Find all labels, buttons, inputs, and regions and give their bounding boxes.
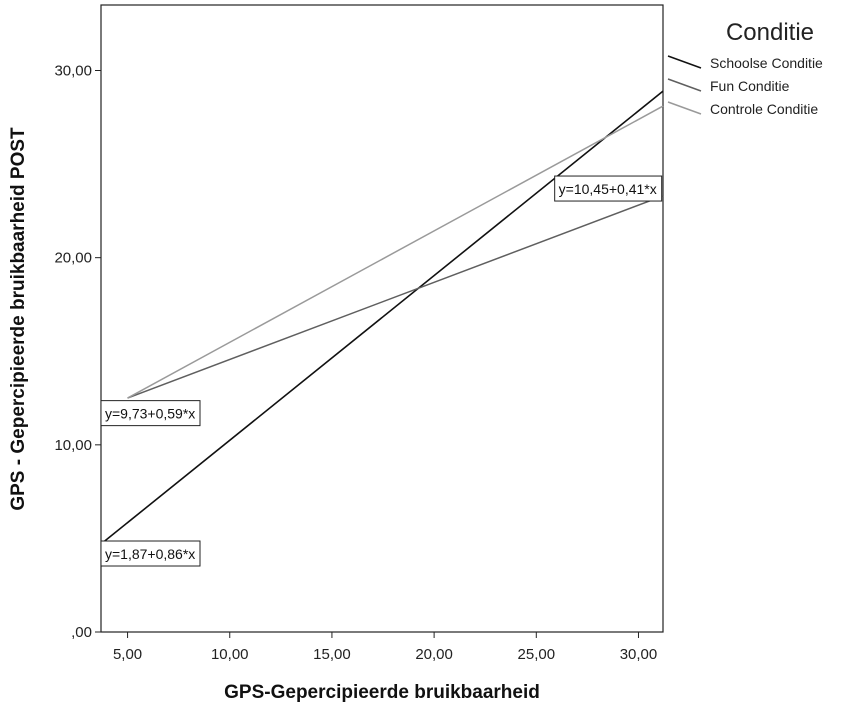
equation-labels: y=10,45+0,41*x y=9,73+0,59*x y=1,87+0,86*x <box>100 175 663 567</box>
y-tick-label: 20,00 <box>54 250 92 267</box>
y-tick-label: ,00 <box>71 624 92 641</box>
legend-swatch <box>667 78 702 92</box>
y-tick-label: 30,00 <box>54 63 92 80</box>
equation-box <box>554 175 663 202</box>
legend-label: Controle Conditie <box>710 101 818 117</box>
x-tick-label: 5,00 <box>113 646 142 663</box>
legend-swatch <box>667 55 702 69</box>
legend-title: Conditie <box>726 19 814 46</box>
equation-box <box>100 400 201 427</box>
legend-entry: Controle Conditie <box>667 101 818 117</box>
y-axis-title: GPS - Gepercipieerde bruikbaarheid POST <box>8 127 29 511</box>
y-tick-label: 10,00 <box>54 437 92 454</box>
y-axis-ticks: ,00 10,00 20,00 30,00 <box>54 63 101 641</box>
x-tick-label: 10,00 <box>211 646 249 663</box>
legend-entry: Fun Conditie <box>667 78 790 94</box>
equation-annotation: y=1,87+0,86*x <box>100 540 201 567</box>
regression-lines <box>100 90 664 545</box>
series-line-fun-conditie <box>127 195 664 399</box>
legend-label: Fun Conditie <box>710 78 790 94</box>
equation-text: y=1,87+0,86*x <box>105 546 195 562</box>
equation-box <box>100 540 201 567</box>
equation-text: y=9,73+0,59*x <box>105 406 195 422</box>
x-tick-label: 20,00 <box>415 646 453 663</box>
equation-annotation: y=9,73+0,59*x <box>100 400 201 427</box>
equation-annotation: y=10,45+0,41*x <box>554 175 663 202</box>
x-tick-label: 30,00 <box>620 646 658 663</box>
x-tick-label: 25,00 <box>518 646 556 663</box>
x-axis-ticks: 5,00 10,00 15,00 20,00 25,00 30,00 <box>113 632 657 663</box>
x-axis-title: GPS-Gepercipieerde bruikbaarheid <box>224 682 540 703</box>
legend: Schoolse Conditie Fun Conditie Controle Co… <box>667 55 823 117</box>
equation-text: y=10,45+0,41*x <box>559 181 657 197</box>
legend-label: Schoolse Conditie <box>710 55 823 71</box>
x-tick-label: 15,00 <box>313 646 351 663</box>
legend-swatch <box>667 101 702 115</box>
legend-entry: Schoolse Conditie <box>667 55 823 71</box>
series-line-schoolse-conditie <box>100 90 664 545</box>
series-line-controle-conditie <box>127 105 664 399</box>
